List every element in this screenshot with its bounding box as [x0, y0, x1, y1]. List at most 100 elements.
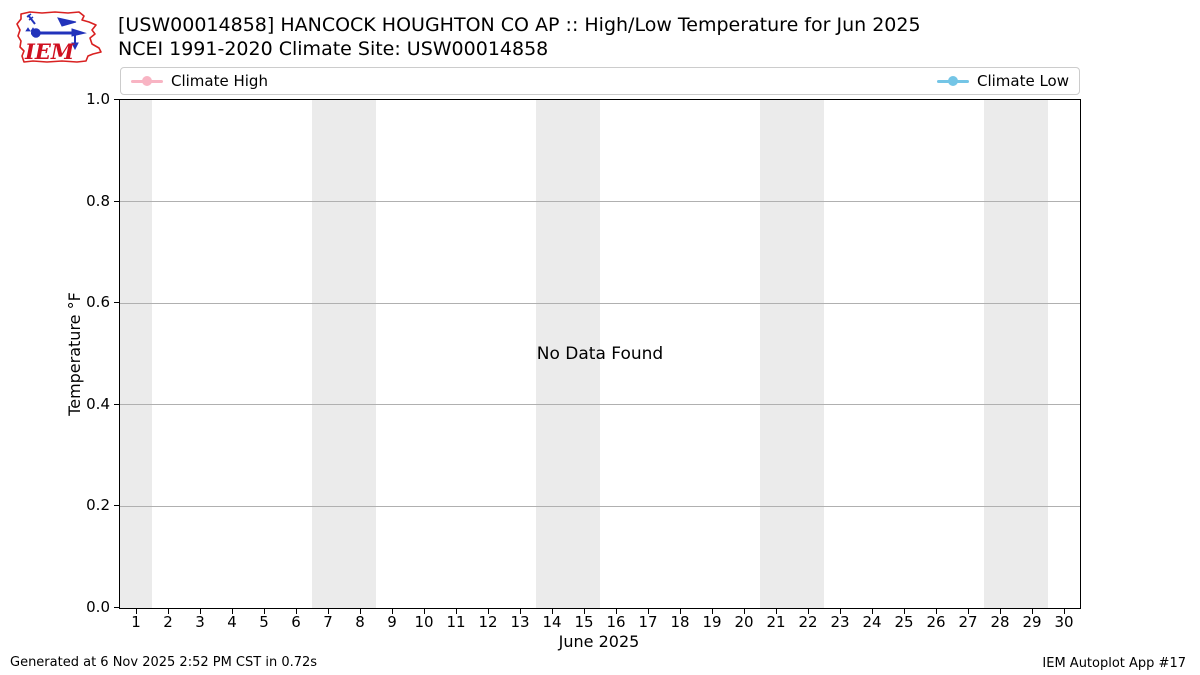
- x-tick-label: 17: [638, 613, 658, 631]
- y-tick-mark: [114, 99, 119, 100]
- legend-entry-climate-high: Climate High: [131, 72, 268, 90]
- x-tick-mark: [744, 609, 745, 614]
- climate-low-line-marker-icon: [936, 76, 969, 86]
- x-tick-mark: [200, 609, 201, 614]
- x-tick-label: 15: [574, 613, 594, 631]
- x-tick-label: 3: [195, 613, 205, 631]
- weekend-shading-band: [312, 100, 376, 608]
- x-tick-mark: [968, 609, 969, 614]
- legend-label-climate-high: Climate High: [171, 72, 268, 90]
- x-tick-label: 25: [894, 613, 914, 631]
- x-tick-label: 27: [958, 613, 978, 631]
- y-tick-label: 0.6: [86, 293, 110, 312]
- x-tick-label: 12: [478, 613, 498, 631]
- x-tick-label: 18: [670, 613, 690, 631]
- x-tick-label: 13: [510, 613, 530, 631]
- no-data-message: No Data Found: [536, 344, 664, 364]
- x-tick-mark: [904, 609, 905, 614]
- x-tick-mark: [232, 609, 233, 614]
- y-tick-mark: [114, 607, 119, 608]
- x-tick-label: 23: [830, 613, 850, 631]
- x-tick-mark: [776, 609, 777, 614]
- chart-legend: Climate High Climate Low: [120, 67, 1080, 95]
- x-tick-mark: [360, 609, 361, 614]
- weekend-shading-band: [984, 100, 1048, 608]
- x-tick-label: 28: [990, 613, 1010, 631]
- x-tick-label: 11: [446, 613, 466, 631]
- x-tick-mark: [808, 609, 809, 614]
- x-tick-label: 20: [734, 613, 754, 631]
- x-tick-mark: [136, 609, 137, 614]
- x-tick-mark: [1032, 609, 1033, 614]
- x-tick-mark: [648, 609, 649, 614]
- x-tick-mark: [520, 609, 521, 614]
- y-tick-label: 0.4: [86, 394, 110, 413]
- y-gridline: [120, 404, 1080, 406]
- x-tick-mark: [712, 609, 713, 614]
- app-attribution: IEM Autoplot App #17: [1042, 656, 1186, 671]
- weekend-shading-band: [536, 100, 600, 608]
- x-tick-mark: [328, 609, 329, 614]
- x-tick-label: 30: [1054, 613, 1074, 631]
- y-tick-label: 1.0: [86, 90, 110, 108]
- x-tick-label: 14: [542, 613, 562, 631]
- climate-high-line-marker-icon: [131, 76, 163, 86]
- x-tick-mark: [168, 609, 169, 614]
- iem-logo: IEM: [16, 11, 102, 64]
- x-tick-mark: [424, 609, 425, 614]
- y-gridline: [120, 505, 1080, 507]
- y-axis-label: Temperature °F: [65, 292, 84, 416]
- x-tick-label: 19: [702, 613, 722, 631]
- logo-text: IEM: [24, 39, 75, 64]
- y-gridline: [120, 201, 1080, 203]
- y-tick-label: 0.2: [86, 496, 110, 515]
- plot-area: No Data Found: [119, 99, 1081, 609]
- y-tick-label: 0.8: [86, 191, 110, 210]
- weekend-shading-band: [760, 100, 824, 608]
- y-tick-mark: [114, 505, 119, 507]
- weekend-shading-band: [120, 100, 152, 608]
- x-tick-label: 5: [259, 613, 269, 631]
- x-tick-mark: [392, 609, 393, 614]
- weather-station-drawing: [25, 13, 87, 51]
- x-tick-label: 22: [798, 613, 818, 631]
- x-tick-label: 26: [926, 613, 946, 631]
- x-tick-mark: [616, 609, 617, 614]
- x-tick-mark: [872, 609, 873, 614]
- x-tick-mark: [936, 609, 937, 614]
- x-tick-mark: [1000, 609, 1001, 614]
- x-tick-mark: [264, 609, 265, 614]
- x-tick-mark: [680, 609, 681, 614]
- chart-subtitle: NCEI 1991-2020 Climate Site: USW00014858: [118, 38, 549, 60]
- x-tick-label: 7: [323, 613, 333, 631]
- x-tick-mark: [296, 609, 297, 614]
- x-tick-label: 1: [131, 613, 141, 631]
- y-tick-mark: [114, 200, 119, 202]
- x-tick-mark: [840, 609, 841, 614]
- x-tick-mark: [552, 609, 553, 614]
- x-axis-label: June 2025: [558, 632, 640, 651]
- x-tick-mark: [456, 609, 457, 614]
- y-tick-mark: [114, 302, 119, 304]
- x-tick-label: 24: [862, 613, 882, 631]
- x-tick-label: 6: [291, 613, 301, 631]
- chart-title-block: [USW00014858] HANCOCK HOUGHTON CO AP :: …: [118, 13, 921, 61]
- x-tick-label: 10: [414, 613, 434, 631]
- x-tick-label: 29: [1022, 613, 1042, 631]
- x-tick-mark: [1064, 609, 1065, 614]
- x-tick-label: 8: [355, 613, 365, 631]
- y-gridline: [120, 302, 1080, 304]
- x-tick-label: 16: [606, 613, 626, 631]
- legend-label-climate-low: Climate Low: [976, 72, 1069, 90]
- y-tick-mark: [114, 403, 119, 405]
- iowa-outline: [16, 11, 102, 63]
- legend-entry-climate-low: Climate Low: [936, 72, 1069, 90]
- x-tick-label: 21: [766, 613, 786, 631]
- y-tick-label: 0.0: [86, 598, 110, 616]
- x-tick-mark: [584, 609, 585, 614]
- generated-timestamp: Generated at 6 Nov 2025 2:52 PM CST in 0…: [10, 655, 318, 670]
- x-tick-label: 9: [387, 613, 397, 631]
- x-tick-label: 4: [227, 613, 237, 631]
- chart-title: [USW00014858] HANCOCK HOUGHTON CO AP :: …: [118, 14, 921, 36]
